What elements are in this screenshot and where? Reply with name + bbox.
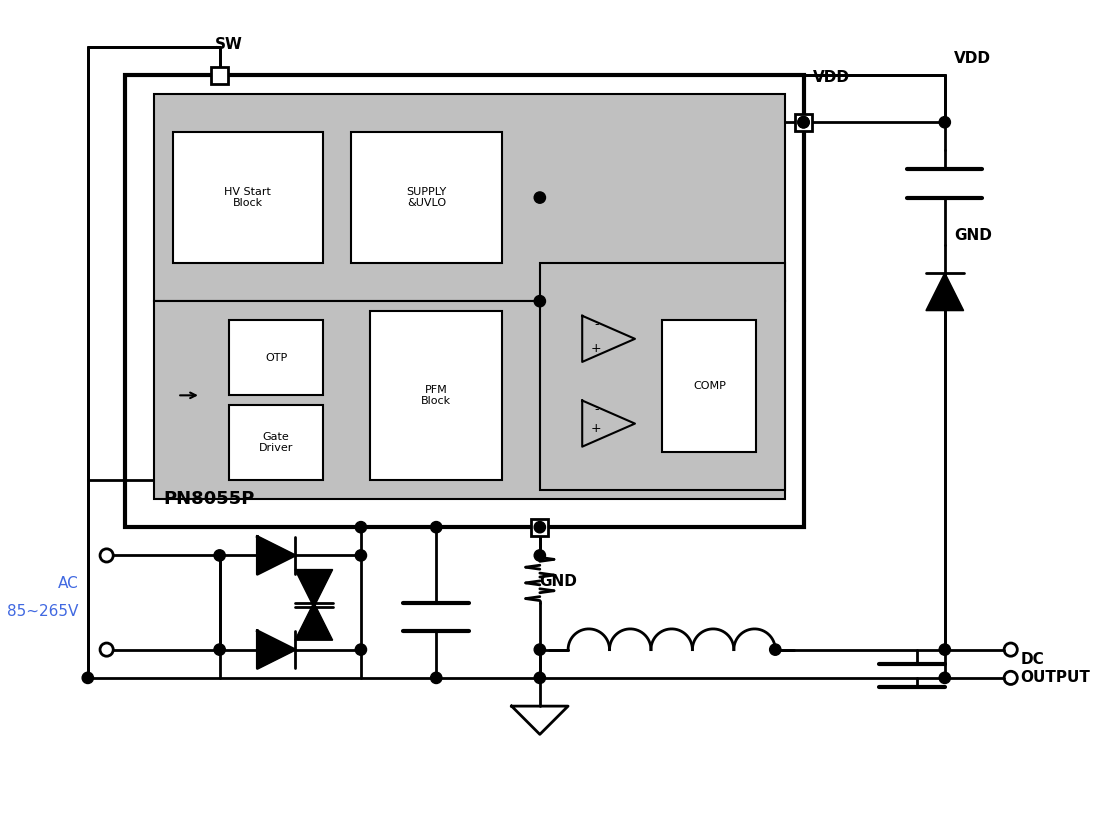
Circle shape [534, 550, 545, 561]
Text: GND: GND [540, 575, 578, 590]
Bar [540, 264, 784, 490]
Text: PFM
Block: PFM Block [421, 384, 451, 406]
Polygon shape [295, 602, 332, 641]
Text: Gate
Driver: Gate Driver [259, 432, 293, 453]
Circle shape [534, 521, 545, 533]
Bar [371, 310, 502, 480]
Circle shape [82, 672, 93, 684]
Circle shape [939, 672, 950, 684]
Circle shape [214, 550, 225, 561]
Text: PN8055P: PN8055P [163, 490, 255, 509]
Circle shape [798, 117, 810, 128]
Circle shape [534, 192, 545, 203]
Text: -: - [595, 319, 599, 331]
Circle shape [355, 644, 366, 656]
Bar [663, 320, 757, 452]
Circle shape [431, 521, 442, 533]
Polygon shape [258, 536, 295, 575]
Text: -: - [595, 403, 599, 416]
Bar [154, 301, 784, 499]
Circle shape [534, 644, 545, 656]
Circle shape [939, 117, 950, 128]
Text: GND: GND [954, 228, 992, 243]
Text: OTP: OTP [265, 353, 287, 363]
Text: +: + [591, 422, 601, 435]
Circle shape [798, 117, 810, 128]
Circle shape [355, 521, 366, 533]
Text: HV Start
Block: HV Start Block [225, 187, 271, 208]
Text: +: + [591, 342, 601, 354]
Circle shape [431, 672, 442, 684]
Text: COMP: COMP [693, 381, 726, 391]
Text: VDD: VDD [813, 69, 850, 84]
Circle shape [770, 644, 781, 656]
Bar [125, 75, 803, 527]
Text: 85~265V: 85~265V [7, 605, 78, 620]
Circle shape [355, 550, 366, 561]
Text: SUPPLY
&UVLO: SUPPLY &UVLO [407, 187, 446, 208]
Bar [531, 519, 548, 535]
Bar [229, 320, 324, 395]
Bar [154, 94, 784, 301]
Bar [172, 132, 324, 264]
Bar [229, 404, 324, 480]
Bar [351, 132, 502, 264]
Text: DC: DC [1020, 651, 1044, 666]
Circle shape [534, 295, 545, 307]
Text: VDD: VDD [954, 51, 992, 66]
Bar [795, 113, 812, 131]
Text: SW: SW [215, 37, 244, 52]
Polygon shape [295, 570, 332, 607]
Text: OUTPUT: OUTPUT [1020, 671, 1090, 686]
Circle shape [214, 644, 225, 656]
Polygon shape [926, 273, 963, 310]
Bar [211, 67, 228, 83]
Circle shape [939, 644, 950, 656]
Circle shape [534, 672, 545, 684]
Text: AC: AC [58, 576, 78, 591]
Polygon shape [258, 631, 295, 668]
